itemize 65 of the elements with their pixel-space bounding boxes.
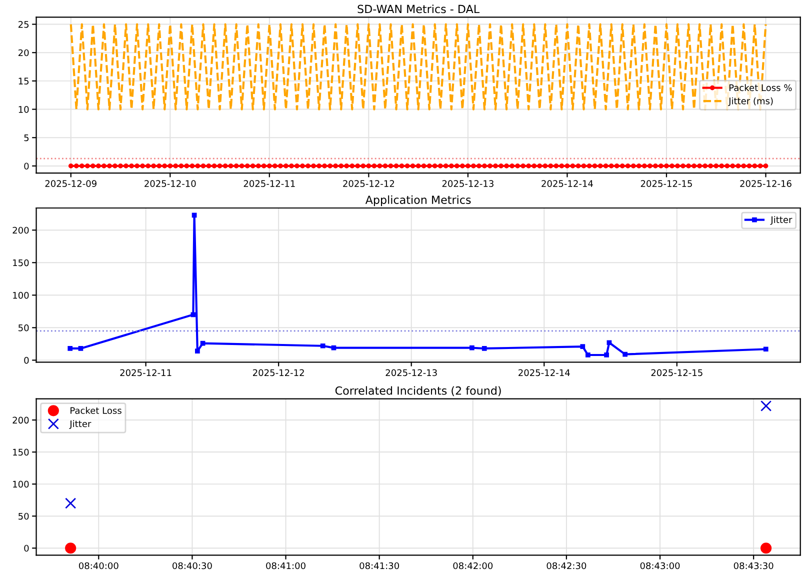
y-tick-label: 200 (12, 226, 29, 234)
x-tick-label: 2025-12-13 (386, 369, 437, 376)
y-tick-label: 100 (13, 292, 29, 299)
x-tick-label: 08:42:00 (453, 562, 493, 570)
y-tick-label: 150 (13, 259, 29, 266)
x-tick-label: 2025-12-14 (518, 369, 570, 376)
y-tick-label: 100 (13, 480, 29, 488)
x-tick-label: 2025-12-12 (343, 180, 394, 187)
point (470, 345, 474, 350)
point (320, 343, 326, 348)
point (190, 312, 196, 318)
x-tick-label: 2025-12-09 (45, 180, 96, 187)
y-tick-label: 25 (18, 21, 29, 28)
point (68, 346, 73, 351)
x-tick-label: 2025-12-11 (244, 180, 295, 187)
y-tick-label: 50 (18, 324, 29, 332)
legend-label: Jitter (ms) (728, 97, 773, 106)
point (195, 348, 200, 354)
y-tick-label: 200 (12, 416, 29, 424)
point (763, 346, 768, 352)
y-tick-label: 5 (24, 134, 29, 142)
point (200, 340, 206, 346)
x-tick-label: 2025-12-15 (651, 369, 702, 376)
y-tick-label: 0 (24, 162, 29, 170)
y-tick-label: 15 (18, 78, 29, 85)
chart-title: Correlated Incidents (2 found) (335, 386, 501, 396)
legend-label: Jitter (69, 420, 92, 429)
x-tick-label: 08:40:30 (172, 562, 212, 570)
y-tick-label: 10 (18, 106, 29, 113)
chart-title: SD-WAN Metrics - DAL (358, 4, 480, 14)
x-tick-label: 2025-12-11 (120, 369, 172, 376)
x-tick-label: 2025-12-15 (640, 180, 692, 187)
legend-label: Jitter (770, 216, 792, 225)
point (606, 340, 612, 346)
x-tick-label: 2025-12-16 (740, 180, 792, 187)
x-tick-label: 08:43:30 (734, 562, 774, 570)
point (760, 400, 772, 412)
x-tick-label: 2025-12-13 (442, 180, 494, 187)
x-tick-label: 08:41:30 (360, 562, 400, 570)
point (78, 346, 84, 351)
point (622, 352, 628, 357)
chart-title: Application Metrics (365, 195, 471, 206)
x-tick-label: 2025-12-12 (253, 369, 304, 376)
point (331, 345, 336, 350)
point (585, 352, 590, 358)
y-tick-label: 0 (24, 356, 29, 364)
x-tick-label: 08:43:00 (640, 562, 680, 570)
y-tick-label: 50 (18, 512, 29, 520)
point (760, 542, 772, 554)
point (580, 344, 586, 349)
x-tick-label: 08:42:30 (546, 562, 586, 570)
x-tick-label: 2025-12-14 (542, 180, 593, 187)
y-tick-label: 150 (13, 448, 29, 456)
point (65, 498, 76, 509)
point (65, 542, 76, 554)
point (482, 346, 487, 351)
y-tick-label: 20 (18, 49, 29, 56)
x-tick-label: 08:40:00 (78, 562, 118, 570)
point (604, 352, 609, 358)
legend-label: Packet Loss % (729, 84, 792, 92)
legend-label: Packet Loss (70, 406, 122, 414)
y-tick-label: 0 (24, 544, 29, 552)
x-tick-label: 08:41:00 (266, 562, 306, 570)
point (192, 212, 197, 218)
x-tick-label: 2025-12-10 (144, 180, 196, 187)
